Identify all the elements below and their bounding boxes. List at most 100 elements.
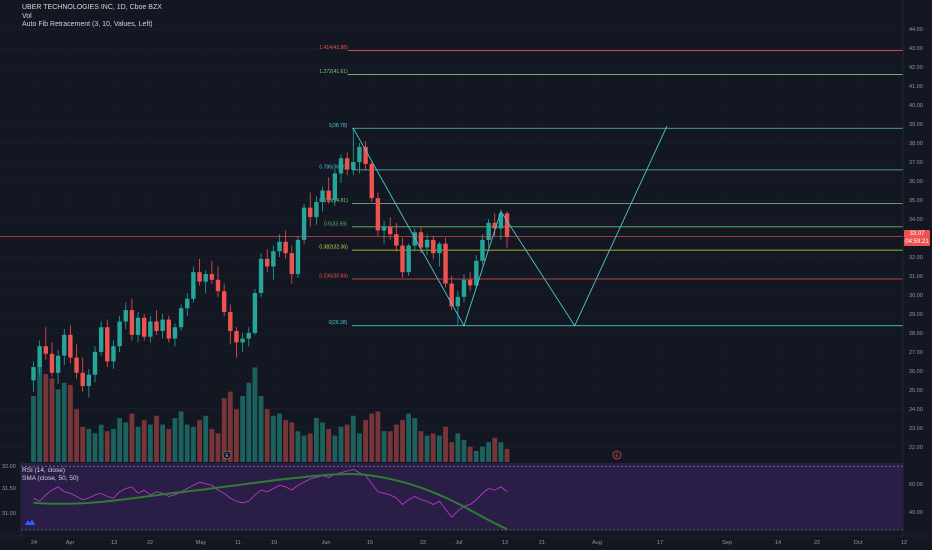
candle-body-29 bbox=[209, 274, 215, 280]
volume-bar-46 bbox=[314, 418, 319, 462]
candle-49 bbox=[332, 169, 338, 206]
price-tick-12: 32.00 bbox=[909, 255, 923, 261]
candle-13 bbox=[111, 340, 116, 369]
volume-bar-65 bbox=[430, 433, 436, 462]
volume-bar-12 bbox=[104, 431, 110, 462]
volume-bar-22 bbox=[166, 429, 172, 462]
price-tick-7: 37.00 bbox=[909, 160, 923, 166]
candle-30 bbox=[215, 266, 221, 297]
price-tick-3: 41.00 bbox=[909, 84, 923, 90]
price-tick-8: 36.00 bbox=[909, 179, 923, 185]
volume-bar-76 bbox=[498, 442, 504, 462]
volume-bar-64 bbox=[424, 435, 430, 462]
time-label-2: 13 bbox=[111, 540, 117, 546]
candle-45 bbox=[308, 192, 313, 227]
symbol-title[interactable]: UBER TECHNOLOGIES INC, 1D, Cboe BZX bbox=[22, 4, 162, 11]
candle-body-63 bbox=[418, 232, 424, 248]
volume-bar-69 bbox=[455, 433, 461, 462]
candle-56 bbox=[375, 192, 381, 237]
rsi-pane[interactable] bbox=[21, 463, 903, 531]
volume-bar-47 bbox=[320, 422, 325, 462]
time-label-13: Aug bbox=[592, 540, 602, 546]
candle-body-16 bbox=[129, 310, 135, 335]
volume-bar-37 bbox=[258, 396, 264, 462]
candle-6 bbox=[68, 325, 73, 364]
candle-58 bbox=[388, 217, 393, 240]
volume-bar-17 bbox=[135, 426, 141, 462]
earnings-marker-2[interactable]: E bbox=[612, 450, 622, 460]
candle-60 bbox=[400, 238, 405, 278]
candle-body-54 bbox=[363, 146, 368, 164]
candle-body-48 bbox=[326, 190, 331, 201]
volume-bar-8 bbox=[80, 426, 86, 462]
volume-bar-34 bbox=[240, 396, 245, 462]
candle-1 bbox=[37, 340, 42, 375]
chart-legend: UBER TECHNOLOGIES INC, 1D, Cboe BZX Vol … bbox=[22, 4, 162, 30]
candle-76 bbox=[498, 209, 504, 240]
candle-body-69 bbox=[455, 296, 461, 307]
candle-22 bbox=[166, 315, 171, 343]
earnings-marker-1[interactable]: E bbox=[222, 450, 232, 460]
candle-body-65 bbox=[431, 239, 436, 254]
fib-legend[interactable]: Auto Fib Retracement (3, 10, Values, Lef… bbox=[22, 21, 153, 28]
volume-bar-50 bbox=[338, 426, 344, 462]
candlestick-series[interactable] bbox=[31, 127, 510, 398]
candle-18 bbox=[142, 313, 147, 341]
candle-16 bbox=[129, 298, 135, 341]
rsi-legend-line[interactable]: RSI (14, close) bbox=[22, 467, 65, 474]
candle-7 bbox=[74, 344, 79, 379]
candle-59 bbox=[394, 222, 399, 252]
volume-bar-35 bbox=[246, 382, 252, 462]
volume-bar-5 bbox=[61, 382, 67, 462]
price-tick-21: 23.00 bbox=[909, 426, 923, 432]
candle-body-75 bbox=[492, 222, 497, 229]
rsi-sma-legend-line[interactable]: SMA (close, 50, 50) bbox=[22, 475, 79, 482]
volume-bar-54 bbox=[363, 420, 368, 462]
time-label-7: Jun bbox=[322, 540, 331, 546]
time-label-19: 12 bbox=[901, 540, 907, 546]
candle-body-11 bbox=[98, 327, 104, 352]
candle-body-56 bbox=[375, 198, 381, 231]
volume-legend[interactable]: Vol bbox=[22, 12, 32, 20]
candle-body-59 bbox=[394, 234, 399, 246]
price-tick-16: 28.00 bbox=[909, 331, 923, 337]
time-label-0: 24 bbox=[31, 540, 37, 546]
price-tick-14: 30.00 bbox=[909, 293, 923, 299]
candle-3 bbox=[49, 342, 55, 377]
volume-bar-27 bbox=[197, 420, 202, 462]
volume-bar-45 bbox=[307, 433, 313, 462]
candle-47 bbox=[320, 186, 325, 212]
candle-body-73 bbox=[480, 239, 485, 261]
volume-bar-75 bbox=[492, 437, 498, 462]
candle-57 bbox=[381, 220, 387, 244]
volume-bar-9 bbox=[86, 429, 92, 462]
candle-body-39 bbox=[271, 251, 276, 267]
volume-bar-68 bbox=[449, 442, 455, 462]
volume-bar-66 bbox=[437, 435, 442, 462]
volume-bar-44 bbox=[301, 435, 307, 462]
candle-27 bbox=[197, 258, 202, 286]
candle-70 bbox=[461, 274, 467, 303]
volume-bar-62 bbox=[412, 418, 418, 462]
last-price-tag: 33.07 bbox=[904, 229, 930, 238]
candle-body-52 bbox=[351, 162, 356, 170]
zigzag-projection-line[interactable] bbox=[352, 125, 668, 327]
volume-bar-7 bbox=[74, 409, 79, 462]
tradingview-logo-icon[interactable] bbox=[24, 518, 36, 526]
candle-body-43 bbox=[295, 239, 301, 275]
candle-body-17 bbox=[135, 317, 141, 335]
candle-38 bbox=[265, 249, 270, 273]
rsi-sma-line bbox=[33, 473, 508, 531]
candle-body-49 bbox=[332, 173, 338, 201]
candle-body-15 bbox=[123, 310, 128, 322]
volume-bar-57 bbox=[381, 431, 387, 462]
volume-bar-3 bbox=[49, 378, 55, 462]
time-label-10: Jul bbox=[455, 540, 462, 546]
candle-body-20 bbox=[154, 321, 159, 332]
rsi-tick-1: 40.00 bbox=[909, 510, 923, 516]
candle-body-8 bbox=[80, 372, 85, 387]
time-label-12: 21 bbox=[539, 540, 545, 546]
candle-body-45 bbox=[308, 207, 313, 218]
volume-bar-63 bbox=[418, 431, 424, 462]
